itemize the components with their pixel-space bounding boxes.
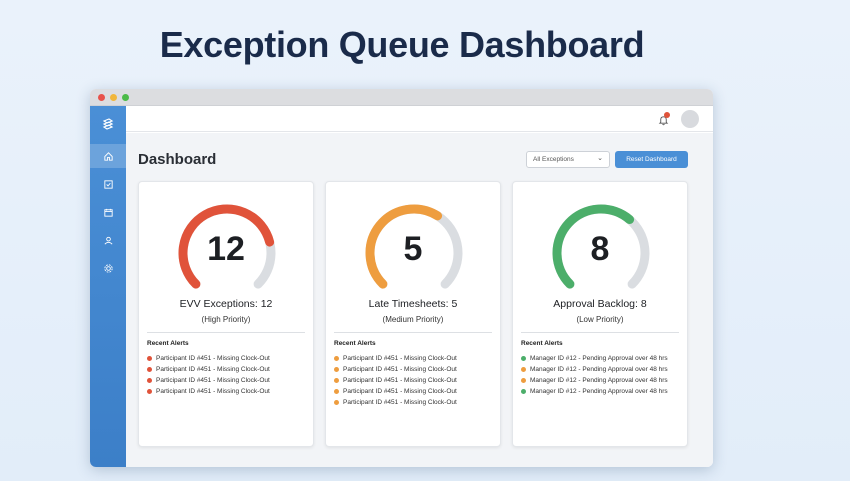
card-approval-backlog[interactable]: 8 Approval Backlog: 8 (Low Priority) Recent…	[512, 181, 688, 447]
status-dot-icon	[334, 367, 339, 372]
alert-text: Participant ID #451 - Missing Clock-Out	[343, 377, 457, 384]
sidebar-item-home[interactable]	[90, 144, 126, 168]
alert-text: Manager ID #12 - Pending Approval over 4…	[530, 388, 668, 395]
gauge-fill	[365, 204, 443, 289]
gauge	[546, 198, 656, 298]
status-dot-icon	[334, 400, 339, 405]
user-icon	[104, 236, 112, 245]
maximize-window-dot[interactable]	[122, 93, 129, 101]
home-icon	[103, 151, 113, 161]
gauge-fill	[178, 204, 275, 289]
status-dot-icon	[147, 367, 152, 372]
alert-item[interactable]: Participant ID #451 - Missing Clock-Out	[147, 375, 270, 386]
status-dot-icon	[521, 367, 526, 372]
alert-item[interactable]: Manager ID #12 - Pending Approval over 4…	[521, 375, 668, 386]
reset-dashboard-button[interactable]: Reset Dashboard	[615, 151, 688, 168]
alert-text: Manager ID #12 - Pending Approval over 4…	[530, 366, 668, 373]
minimize-window-dot[interactable]	[110, 93, 117, 101]
card-priority: (Low Priority)	[576, 315, 624, 324]
alert-item[interactable]: Participant ID #451 - Missing Clock-Out	[334, 364, 457, 375]
alerts-list: Participant ID #451 - Missing Clock-Out P…	[334, 353, 457, 408]
alert-text: Participant ID #451 - Missing Clock-Out	[156, 388, 270, 395]
alert-item[interactable]: Manager ID #12 - Pending Approval over 4…	[521, 364, 668, 375]
gauge-fill	[552, 204, 635, 289]
alert-text: Participant ID #451 - Missing Clock-Out	[156, 355, 270, 362]
page-title: Exception Queue Dashboard	[159, 24, 645, 65]
notification-badge	[664, 112, 670, 118]
gauge	[172, 198, 282, 298]
status-dot-icon	[147, 378, 152, 383]
gauge-value: 5	[403, 230, 423, 268]
avatar[interactable]	[681, 110, 699, 128]
card-evv-exceptions[interactable]: 12 EVV Exceptions: 12 (High Priority) Recen…	[138, 181, 314, 447]
status-dot-icon	[147, 389, 152, 394]
dashboard-heading: Dashboard	[138, 151, 217, 168]
card-late-timesheets[interactable]: 5 Late Timesheets: 5 (Medium Priority) Rece…	[325, 181, 501, 447]
alert-item[interactable]: Participant ID #451 - Missing Clock-Out	[334, 386, 457, 397]
app-window: Dashboard All Exceptions ⌄ Reset Dashboa…	[90, 89, 713, 467]
alert-text: Manager ID #12 - Pending Approval over 4…	[530, 377, 668, 384]
status-dot-icon	[521, 356, 526, 361]
sidebar-item-settings[interactable]	[90, 256, 126, 280]
logo-icon[interactable]	[90, 112, 126, 136]
calendar-icon	[103, 208, 113, 217]
card-title: Late Timesheets: 5	[368, 298, 458, 310]
sidebar	[90, 106, 126, 467]
recent-alerts-heading: Recent Alerts	[521, 340, 563, 347]
recent-alerts-heading: Recent Alerts	[147, 340, 189, 347]
card-title: EVV Exceptions: 12	[179, 298, 273, 310]
main-content: Dashboard All Exceptions ⌄ Reset Dashboa…	[126, 133, 713, 467]
status-dot-icon	[334, 378, 339, 383]
sidebar-item-tasks[interactable]	[90, 172, 126, 196]
alert-text: Participant ID #451 - Missing Clock-Out	[343, 388, 457, 395]
status-dot-icon	[147, 356, 152, 361]
exception-filter-select[interactable]: All Exceptions ⌄	[526, 151, 610, 168]
alert-text: Participant ID #451 - Missing Clock-Out	[156, 377, 270, 384]
alert-text: Manager ID #12 - Pending Approval over 4…	[530, 355, 668, 362]
alerts-list: Manager ID #12 - Pending Approval over 4…	[521, 353, 668, 397]
checklist-icon	[103, 179, 113, 189]
alert-item[interactable]: Manager ID #12 - Pending Approval over 4…	[521, 353, 668, 364]
alert-text: Participant ID #451 - Missing Clock-Out	[343, 355, 457, 362]
alert-item[interactable]: Participant ID #451 - Missing Clock-Out	[334, 375, 457, 386]
status-dot-icon	[334, 356, 339, 361]
gear-icon	[103, 263, 113, 273]
alert-item[interactable]: Participant ID #451 - Missing Clock-Out	[334, 397, 457, 408]
alert-text: Participant ID #451 - Missing Clock-Out	[343, 399, 457, 406]
recent-alerts-heading: Recent Alerts	[334, 340, 376, 347]
status-dot-icon	[521, 378, 526, 383]
sidebar-item-users[interactable]	[90, 228, 126, 252]
bell-icon[interactable]	[658, 113, 669, 131]
gauge-value: 12	[207, 230, 245, 268]
window-titlebar	[90, 89, 713, 106]
divider	[521, 332, 679, 333]
sidebar-item-calendar[interactable]	[90, 200, 126, 224]
divider	[147, 332, 305, 333]
gauge-value: 8	[590, 230, 610, 268]
alert-item[interactable]: Participant ID #451 - Missing Clock-Out	[147, 364, 270, 375]
chevron-down-icon: ⌄	[597, 155, 603, 162]
alert-text: Participant ID #451 - Missing Clock-Out	[343, 366, 457, 373]
card-priority: (High Priority)	[201, 315, 251, 324]
top-bar	[126, 106, 713, 132]
alert-item[interactable]: Participant ID #451 - Missing Clock-Out	[334, 353, 457, 364]
status-dot-icon	[521, 389, 526, 394]
alert-text: Participant ID #451 - Missing Clock-Out	[156, 366, 270, 373]
alerts-list: Participant ID #451 - Missing Clock-Out P…	[147, 353, 270, 397]
close-window-dot[interactable]	[98, 93, 105, 101]
alert-item[interactable]: Participant ID #451 - Missing Clock-Out	[147, 353, 270, 364]
card-priority: (Medium Priority)	[382, 315, 444, 324]
status-dot-icon	[334, 389, 339, 394]
gauge	[359, 198, 469, 298]
filter-selected-value: All Exceptions	[533, 156, 574, 163]
card-title: Approval Backlog: 8	[553, 298, 647, 310]
divider	[334, 332, 492, 333]
alert-item[interactable]: Manager ID #12 - Pending Approval over 4…	[521, 386, 668, 397]
alert-item[interactable]: Participant ID #451 - Missing Clock-Out	[147, 386, 270, 397]
